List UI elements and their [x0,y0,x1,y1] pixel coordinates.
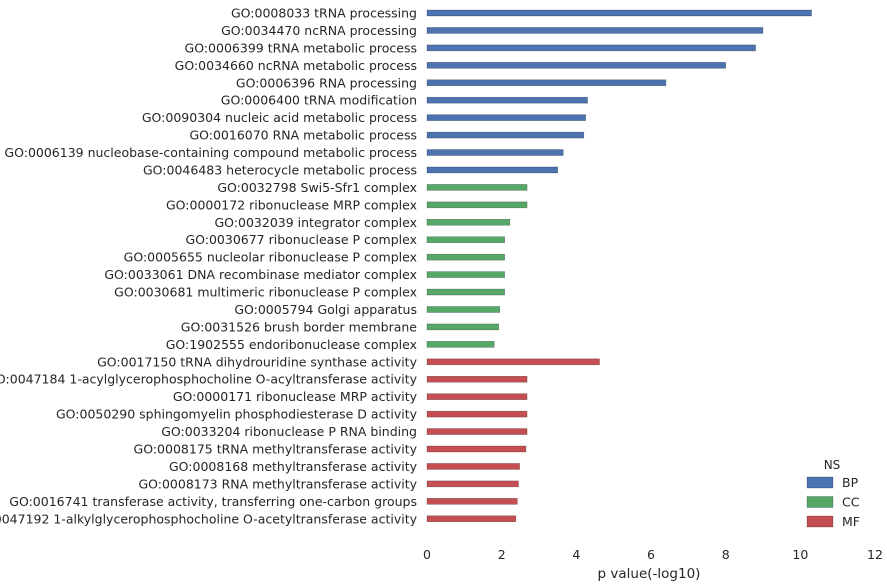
bar [426,96,588,104]
bar [426,253,505,261]
category-label: GO:1902555 endoribonuclease complex [166,337,417,352]
bar [426,306,501,313]
bar [426,79,667,87]
bar [426,288,505,296]
legend-label: BP [842,475,859,490]
category-label: GO:0016741 transferase activity, transfe… [9,494,417,509]
category-label: GO:0005794 Golgi apparatus [234,302,417,317]
category-label: GO:0030677 ribonuclease P complex [185,232,417,247]
category-label: GO:0031526 brush border membrane [181,319,418,334]
bar [426,44,756,52]
legend-swatch [806,496,834,508]
legend-label: MF [842,514,860,529]
x-tick-label: 0 [423,547,431,562]
legend-swatch [806,476,834,489]
category-label: GO:0006139 nucleobase-containing compoun… [4,145,417,160]
bar [426,184,528,191]
bar [426,27,764,34]
category-label: GO:0008175 tRNA methyltransferase activi… [134,442,418,457]
bar [426,375,528,383]
x-tick-label: 2 [498,547,506,562]
category-label: GO:0006396 RNA processing [236,75,417,90]
bar [426,131,585,139]
legend-label: CC [842,495,860,510]
category-label: GO:0030681 multimeric ribonuclease P com… [114,285,417,300]
category-label: GO:0016070 RNA metabolic process [189,128,417,143]
bar [426,323,499,331]
legend-swatch [806,515,834,528]
bar [426,463,520,470]
bar [426,498,518,505]
category-label: GO:0006400 tRNA modification [221,93,417,108]
bar [426,201,528,209]
category-label: GO:0017150 tRNA dihydrouridine synthase … [97,354,417,369]
category-label: GO:0050290 sphingomyelin phosphodiestera… [56,407,418,422]
x-tick-label: 4 [572,547,580,562]
x-tick-label: 12 [867,547,883,562]
bar [426,445,527,453]
category-label: GO:0047184 1-acylglycerophosphocholine O… [0,372,418,387]
x-tick-label: 8 [722,547,730,562]
x-tick-label: 10 [792,547,808,562]
category-label: GO:0000172 ribonuclease MRP complex [166,197,417,212]
x-axis-title: p value(-log10) [598,566,701,582]
category-label: GO:0000171 ribonuclease MRP activity [173,389,418,404]
bar [426,62,726,69]
category-label: GO:0032039 integrator complex [214,215,417,230]
bar [426,236,505,244]
bar [426,515,517,523]
bars-group [426,9,812,523]
category-label: GO:0033204 ribonuclease P RNA binding [161,424,417,439]
bar [426,480,519,488]
category-label: GO:0005655 nucleolar ribonuclease P comp… [124,250,417,265]
bar [426,358,600,366]
bar [426,9,812,17]
category-label: GO:0034470 ncRNA processing [221,23,417,38]
category-label: GO:0046483 heterocycle metabolic process [143,162,417,177]
category-labels-group: GO:0008033 tRNA processing GO:0034470 ncR… [0,6,418,527]
bar [426,271,505,278]
bar [426,410,528,418]
category-label: GO:0008033 tRNA processing [231,6,417,21]
category-label: GO:0034660 ncRNA metabolic process [175,58,417,73]
category-label: GO:0006399 tRNA metabolic process [185,40,417,55]
bar [426,428,528,435]
bar [426,218,511,226]
x-tick-labels-group: 0 2 4 6 8 10 12 [423,547,883,562]
bar [426,393,528,400]
bar [426,341,495,348]
bar [426,149,564,156]
category-label: GO:0008168 methyltransferase activity [169,459,418,474]
category-label: GO:0090304 nucleic acid metabolic proces… [142,110,417,125]
category-label: GO:0033061 DNA recombinase mediator comp… [104,267,417,282]
bar [426,114,586,121]
category-label: GO:0008173 RNA methyltransferase activit… [138,476,417,491]
x-tick-label: 6 [647,547,655,562]
legend: NS BP CC MF [806,458,860,529]
category-label: GO:0047192 1-alkylglycerophosphocholine … [0,511,418,526]
legend-title: NS [824,458,841,472]
category-label: GO:0032798 Swi5-Sfr1 complex [217,180,417,195]
bar [426,166,558,174]
